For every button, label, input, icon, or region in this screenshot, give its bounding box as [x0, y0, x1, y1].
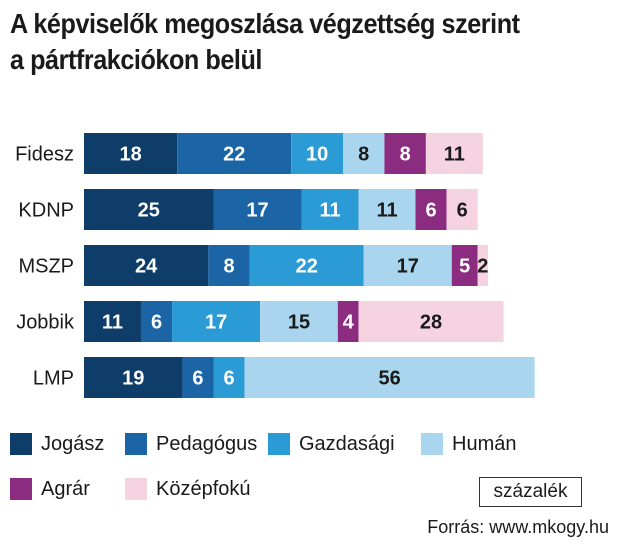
legend-item: Gazdasági: [268, 432, 395, 456]
data-label: 8: [223, 256, 234, 278]
bar-segment: [249, 245, 364, 286]
data-label: 22: [296, 256, 318, 278]
bar-segment: [172, 301, 261, 342]
bar-segment: [337, 301, 359, 342]
legend-label: Gazdasági: [299, 432, 395, 455]
bar-segment: [415, 189, 447, 230]
source-note: Forrás: www.mkogy.hu: [427, 517, 609, 537]
data-label: 28: [420, 312, 442, 334]
data-label: 6: [192, 368, 203, 390]
bar-segment: [140, 301, 173, 342]
bar-segment: [446, 189, 478, 230]
category-label: MSZP: [18, 256, 74, 278]
bar-segment: [84, 133, 178, 174]
legend-label: Középfokú: [156, 477, 251, 500]
bar-segment: [425, 133, 483, 174]
bar-segment: [208, 245, 250, 286]
data-label: 24: [135, 256, 158, 278]
data-label: 10: [306, 144, 328, 166]
data-label: 11: [319, 200, 340, 222]
data-label: 6: [151, 312, 162, 334]
data-label: 8: [358, 144, 369, 166]
data-label: 22: [223, 144, 245, 166]
legend-swatch: [268, 433, 290, 455]
data-label: 2: [477, 256, 488, 278]
category-label: Jobbik: [16, 312, 75, 334]
data-label: 19: [122, 368, 144, 390]
legend-swatch: [125, 433, 147, 455]
bar-segment: [358, 189, 416, 230]
legend-item: Humán: [421, 432, 516, 456]
bar-segment: [451, 245, 478, 286]
category-label: LMP: [33, 368, 74, 390]
data-label: 6: [457, 200, 468, 222]
data-label: 6: [223, 368, 234, 390]
bar-segment: [84, 189, 214, 230]
legend-label: Jogász: [41, 432, 105, 455]
bar-segment: [343, 133, 385, 174]
data-label: 11: [102, 312, 123, 334]
category-label: KDNP: [18, 200, 74, 222]
data-label: 17: [205, 312, 227, 334]
category-label: Fidesz: [15, 144, 74, 166]
bar-segment: [477, 245, 489, 286]
legend-swatch: [10, 433, 32, 455]
legend-swatch: [125, 478, 147, 500]
bar-segment: [363, 245, 452, 286]
data-label: 11: [444, 144, 465, 166]
data-label: 6: [425, 200, 436, 222]
data-label: 11: [376, 200, 397, 222]
bar-segment: [384, 133, 426, 174]
legend-item: Agrár: [10, 477, 90, 501]
legend-label: Pedagógus: [156, 432, 258, 455]
unit-label: százalék: [479, 477, 582, 507]
bar-segment: [291, 133, 343, 174]
title-line-1: A képviselők megoszlása végzettség szeri…: [10, 8, 520, 39]
bar-segment: [84, 357, 183, 398]
data-label: 18: [119, 144, 141, 166]
data-label: 17: [246, 200, 268, 222]
chart-title: A képviselők megoszlása végzettség szeri…: [10, 6, 573, 78]
bar-segment: [301, 189, 359, 230]
data-label: 25: [138, 200, 160, 222]
legend-label: Agrár: [41, 477, 90, 500]
bar-segment: [177, 133, 292, 174]
bar-segment: [213, 357, 245, 398]
data-label: 17: [397, 256, 419, 278]
bar-segment: [260, 301, 338, 342]
data-label: 15: [288, 312, 310, 334]
bar-segment: [244, 357, 535, 398]
legend-label: Humán: [452, 432, 517, 455]
data-label: 4: [343, 312, 355, 334]
legend-item: Jogász: [10, 432, 104, 456]
legend-swatch: [421, 433, 443, 455]
data-label: 56: [378, 368, 400, 390]
bar-segment: [84, 301, 141, 342]
data-label: 8: [400, 144, 411, 166]
legend-item: Pedagógus: [125, 432, 257, 456]
data-label: 5: [459, 256, 470, 278]
bar-segment: [84, 245, 209, 286]
title-line-2: a pártfrakciókon belül: [10, 44, 262, 75]
legend-swatch: [10, 478, 32, 500]
bar-segment: [182, 357, 214, 398]
legend-item: Középfokú: [125, 477, 251, 501]
bar-segment: [358, 301, 504, 342]
bar-segment: [213, 189, 302, 230]
